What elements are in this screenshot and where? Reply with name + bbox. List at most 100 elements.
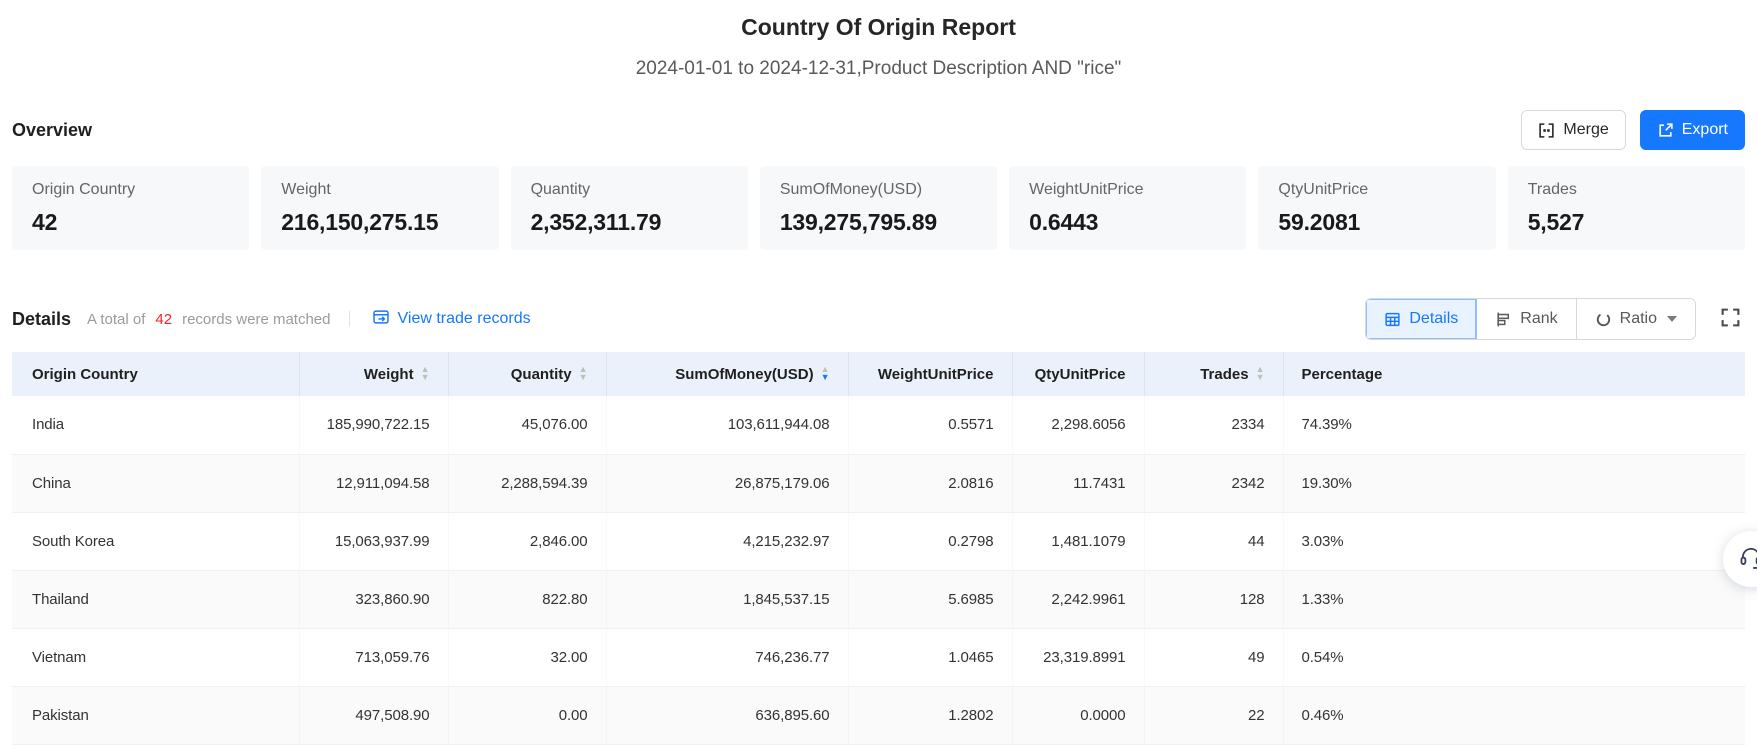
ratio-view-button[interactable]: Ratio bbox=[1576, 299, 1695, 339]
column-label: Percentage bbox=[1301, 365, 1383, 383]
cell-percentage: 3.03% bbox=[1283, 512, 1745, 571]
cell-percentage: 1.33% bbox=[1283, 570, 1745, 629]
matched-suffix: records were matched bbox=[182, 310, 331, 328]
sort-icons: ▲ ▼ bbox=[578, 364, 588, 382]
cell-sum: 636,895.60 bbox=[606, 686, 848, 745]
page-title: Country Of Origin Report bbox=[741, 14, 1016, 40]
ratio-circle-icon bbox=[1595, 311, 1612, 328]
cell-trades: 128 bbox=[1144, 570, 1283, 629]
cell-country: South Korea bbox=[12, 512, 299, 571]
table-row-thailand: Thailand 323,860.90 822.80 1,845,537.15 … bbox=[12, 570, 1745, 629]
column-header-trades[interactable]: Trades ▲ ▼ bbox=[1144, 352, 1284, 396]
sort-icons-active-desc: ▲ ▼ bbox=[820, 364, 830, 382]
view-trade-records-link[interactable]: View trade records bbox=[372, 308, 531, 331]
cell-sum: 1,845,537.15 bbox=[606, 570, 848, 629]
matched-prefix: A total of bbox=[87, 310, 146, 328]
toolbar-actions: Merge Export bbox=[1521, 110, 1745, 150]
column-label: QtyUnitPrice bbox=[1034, 365, 1126, 383]
stat-value: 2,352,311.79 bbox=[530, 209, 662, 235]
stat-card-qty-unit-price: QtyUnitPrice 59.2081 bbox=[1258, 166, 1496, 250]
cell-percentage: 0.54% bbox=[1283, 628, 1745, 687]
cell-qty-unit-price: 2,242.9961 bbox=[1012, 570, 1144, 629]
overview-cards: Origin Country 42 Weight 216,150,275.15 … bbox=[12, 166, 1745, 250]
cell-weight-unit-price: 5.6985 bbox=[848, 570, 1012, 629]
cell-weight: 323,860.90 bbox=[299, 570, 448, 629]
fullscreen-button[interactable] bbox=[1716, 303, 1745, 335]
stat-card-weight-unit-price: WeightUnitPrice 0.6443 bbox=[1009, 166, 1247, 250]
column-header-origin-country: Origin Country bbox=[12, 352, 300, 396]
column-label: Quantity bbox=[510, 365, 572, 383]
view-trade-records-label: View trade records bbox=[397, 310, 531, 327]
details-right: Details Rank Ratio bbox=[1365, 298, 1745, 340]
cell-weight-unit-price: 1.2802 bbox=[848, 686, 1012, 745]
merge-button[interactable]: Merge bbox=[1521, 110, 1626, 150]
stat-value: 139,275,795.89 bbox=[779, 209, 937, 235]
cell-quantity: 32.00 bbox=[448, 628, 606, 687]
cell-sum: 103,611,944.08 bbox=[606, 396, 848, 455]
cell-trades: 44 bbox=[1144, 512, 1283, 571]
cell-trades: 2334 bbox=[1144, 396, 1283, 455]
table-row-vietnam: Vietnam 713,059.76 32.00 746,236.77 1.04… bbox=[12, 628, 1745, 687]
details-heading: Details bbox=[12, 308, 72, 329]
stat-card-sum-of-money: SumOfMoney(USD) 139,275,795.89 bbox=[759, 166, 998, 250]
stat-label: Weight bbox=[281, 181, 331, 198]
headset-icon bbox=[1738, 544, 1757, 575]
cell-quantity: 2,846.00 bbox=[448, 512, 606, 571]
column-label: SumOfMoney(USD) bbox=[675, 365, 814, 383]
cell-country: Pakistan bbox=[12, 686, 299, 745]
table-row-south-korea: South Korea 15,063,937.99 2,846.00 4,215… bbox=[12, 512, 1745, 571]
cell-qty-unit-price: 0.0000 bbox=[1012, 686, 1144, 745]
cell-weight-unit-price: 1.0465 bbox=[848, 628, 1012, 687]
overview-heading: Overview bbox=[12, 119, 93, 140]
cell-weight: 12,911,094.58 bbox=[299, 454, 448, 513]
cell-weight: 497,508.90 bbox=[299, 686, 448, 745]
bar-rank-icon bbox=[1495, 311, 1512, 328]
column-header-percentage: Percentage bbox=[1283, 352, 1745, 396]
stat-value: 216,150,275.15 bbox=[281, 209, 439, 235]
cell-trades: 2342 bbox=[1144, 454, 1283, 513]
rank-view-label: Rank bbox=[1520, 310, 1558, 327]
stat-label: Origin Country bbox=[32, 181, 136, 198]
stat-value: 42 bbox=[32, 209, 58, 235]
cell-country: Thailand bbox=[12, 570, 299, 629]
cell-qty-unit-price: 11.7431 bbox=[1012, 454, 1144, 513]
cell-quantity: 2,288,594.39 bbox=[448, 454, 606, 513]
merge-button-label: Merge bbox=[1563, 121, 1609, 138]
cell-trades: 22 bbox=[1144, 686, 1283, 745]
stat-card-quantity: Quantity 2,352,311.79 bbox=[510, 166, 748, 250]
table-grid-icon bbox=[1384, 311, 1401, 328]
vertical-divider bbox=[348, 311, 350, 327]
column-header-quantity[interactable]: Quantity ▲ ▼ bbox=[448, 352, 607, 396]
cell-qty-unit-price: 23,319.8991 bbox=[1012, 628, 1144, 687]
cell-quantity: 822.80 bbox=[448, 570, 606, 629]
matched-records-note: A total of 42 records were matched bbox=[87, 311, 330, 328]
cell-weight: 15,063,937.99 bbox=[299, 512, 448, 571]
sort-icons: ▲ ▼ bbox=[420, 364, 430, 382]
matched-count: 42 bbox=[155, 310, 173, 328]
sort-icons: ▲ ▼ bbox=[1255, 364, 1265, 382]
cell-trades: 49 bbox=[1144, 628, 1283, 687]
cell-percentage: 19.30% bbox=[1283, 454, 1745, 513]
export-button[interactable]: Export bbox=[1639, 110, 1745, 150]
trade-records-icon bbox=[372, 308, 390, 331]
column-header-weight[interactable]: Weight ▲ ▼ bbox=[299, 352, 449, 396]
table-row-china: China 12,911,094.58 2,288,594.39 26,875,… bbox=[12, 454, 1745, 513]
rank-view-button[interactable]: Rank bbox=[1477, 299, 1577, 339]
stat-card-weight: Weight 216,150,275.15 bbox=[261, 166, 499, 250]
report-subtitle: 2024-01-01 to 2024-12-31,Product Descrip… bbox=[635, 58, 1122, 79]
stat-label: SumOfMoney(USD) bbox=[779, 181, 923, 198]
details-view-button[interactable]: Details bbox=[1366, 299, 1478, 339]
overview-bar: Overview Merge Export bbox=[12, 110, 1745, 150]
table-row-india: India 185,990,722.15 45,076.00 103,611,9… bbox=[12, 396, 1745, 455]
stat-value: 5,527 bbox=[1527, 209, 1585, 235]
cell-weight-unit-price: 0.5571 bbox=[848, 396, 1012, 455]
table-row-pakistan: Pakistan 497,508.90 0.00 636,895.60 1.28… bbox=[12, 686, 1745, 745]
stat-label: WeightUnitPrice bbox=[1029, 181, 1144, 198]
column-header-sum-of-money[interactable]: SumOfMoney(USD) ▲ ▼ bbox=[606, 352, 849, 396]
cell-sum: 746,236.77 bbox=[606, 628, 848, 687]
cell-weight-unit-price: 2.0816 bbox=[848, 454, 1012, 513]
cell-qty-unit-price: 2,298.6056 bbox=[1012, 396, 1144, 455]
column-header-weight-unit-price: WeightUnitPrice bbox=[848, 352, 1013, 396]
cell-weight-unit-price: 0.2798 bbox=[848, 512, 1012, 571]
